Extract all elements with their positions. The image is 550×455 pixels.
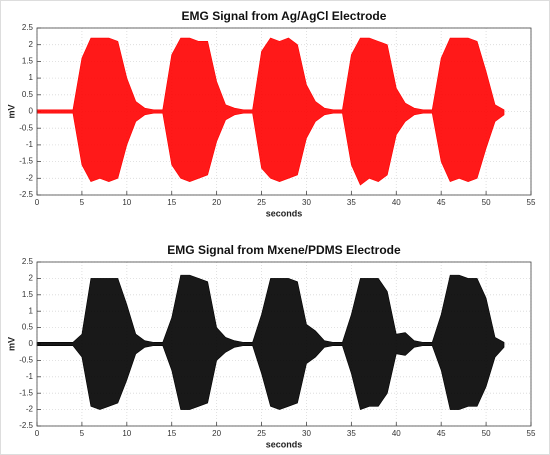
y-tick-label: 1.5 [22, 57, 34, 66]
x-tick-label: 10 [122, 429, 131, 438]
y-axis-label: mV [6, 104, 16, 118]
signal-band [36, 37, 505, 186]
y-tick-label: 2.5 [22, 257, 34, 266]
y-tick-label: -1.5 [19, 388, 33, 397]
chart-title: EMG Signal from Ag/AgCl Electrode [182, 9, 387, 23]
x-tick-label: 0 [35, 429, 40, 438]
x-tick-label: 45 [437, 198, 446, 207]
x-tick-label: 40 [392, 198, 401, 207]
x-tick-label: 30 [302, 198, 311, 207]
y-tick-label: -1.5 [19, 157, 33, 166]
y-tick-label: 2 [29, 274, 34, 283]
x-tick-label: 15 [167, 429, 176, 438]
y-tick-label: -2 [26, 405, 34, 414]
y-axis-label: mV [6, 337, 16, 351]
y-tick-label: 0 [29, 339, 34, 348]
y-tick-label: -2.5 [19, 421, 33, 430]
x-tick-label: 5 [80, 429, 85, 438]
x-tick-label: 25 [257, 429, 266, 438]
axes-box [36, 261, 532, 427]
y-tick-label: -0.5 [19, 356, 33, 365]
y-tick-label: -0.5 [19, 123, 33, 132]
x-tick-label: 45 [437, 429, 446, 438]
y-tick-label: -2.5 [19, 190, 33, 199]
axes-box [36, 27, 532, 196]
y-tick-label: -1 [26, 140, 34, 149]
x-tick-label: 35 [347, 198, 356, 207]
y-tick-label: 0.5 [22, 90, 34, 99]
signal-band [36, 274, 505, 410]
x-axis-label: seconds [266, 208, 303, 218]
x-tick-label: 25 [257, 198, 266, 207]
y-tick-label: 1 [29, 73, 34, 82]
x-tick-label: 40 [392, 429, 401, 438]
x-tick-label: 5 [80, 198, 85, 207]
x-tick-label: 55 [527, 429, 536, 438]
y-tick-label: 2.5 [22, 23, 34, 32]
x-tick-label: 0 [35, 198, 40, 207]
y-tick-label: 2 [29, 40, 34, 49]
x-axis-label: seconds [266, 439, 303, 449]
x-tick-label: 20 [212, 198, 221, 207]
x-tick-label: 20 [212, 429, 221, 438]
x-tick-label: 35 [347, 429, 356, 438]
y-tick-label: 0 [29, 107, 34, 116]
x-tick-label: 15 [167, 198, 176, 207]
x-tick-label: 55 [527, 198, 536, 207]
x-tick-label: 10 [122, 198, 131, 207]
y-tick-label: -2 [26, 173, 34, 182]
y-tick-label: 0.5 [22, 323, 34, 332]
y-tick-label: 1.5 [22, 290, 34, 299]
y-tick-label: -1 [26, 372, 34, 381]
chart-title: EMG Signal from Mxene/PDMS Electrode [167, 243, 401, 257]
y-tick-label: 1 [29, 306, 34, 315]
x-tick-label: 50 [482, 429, 491, 438]
x-tick-label: 30 [302, 429, 311, 438]
x-tick-label: 50 [482, 198, 491, 207]
